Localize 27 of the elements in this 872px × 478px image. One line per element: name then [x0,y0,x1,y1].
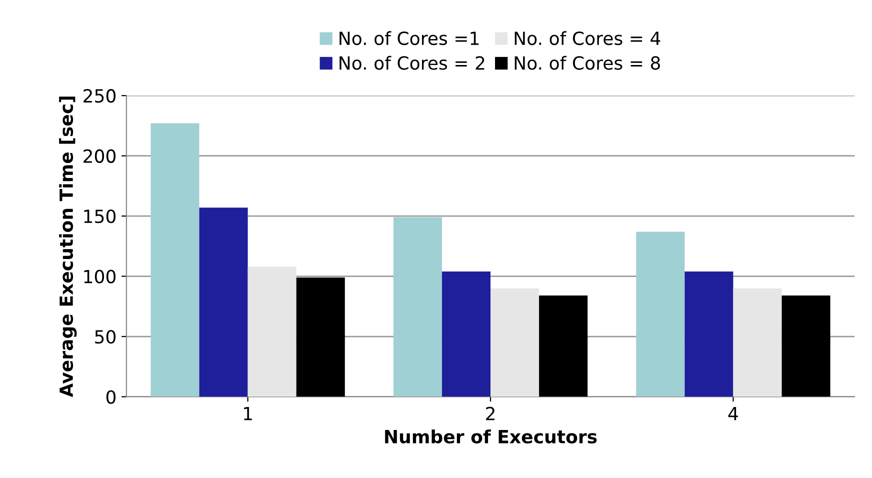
bar [490,288,540,397]
bar [199,208,248,397]
legend-label: No. of Cores =1 [340,31,479,46]
x-axis-title: Number of Executors [385,429,597,444]
bar [684,271,734,397]
bar [733,288,782,397]
bar [636,232,685,397]
y-tick-label: 100 [84,270,116,284]
bar [393,217,442,397]
x-tick-label: 1 [244,407,252,420]
bar [442,271,490,397]
x-tick-label: 2 [486,406,494,420]
bar [248,266,296,397]
y-tick-label: 150 [84,210,116,224]
x-tick-label: 4 [728,407,738,420]
bar [296,277,345,397]
legend-label: No. of Cores = 4 [514,31,660,46]
legend-label: No. of Cores = 2 [340,56,484,70]
bar [150,123,200,397]
bar [782,296,830,397]
y-axis-title: Average Execution Time [sec] [59,96,77,398]
legend-label: No. of Cores = 8 [514,56,660,70]
y-tick-label: 250 [84,89,116,103]
y-tick-label: 50 [95,330,116,344]
bar [539,296,588,397]
y-tick-label: 200 [84,149,116,163]
y-tick-label: 0 [106,390,116,404]
